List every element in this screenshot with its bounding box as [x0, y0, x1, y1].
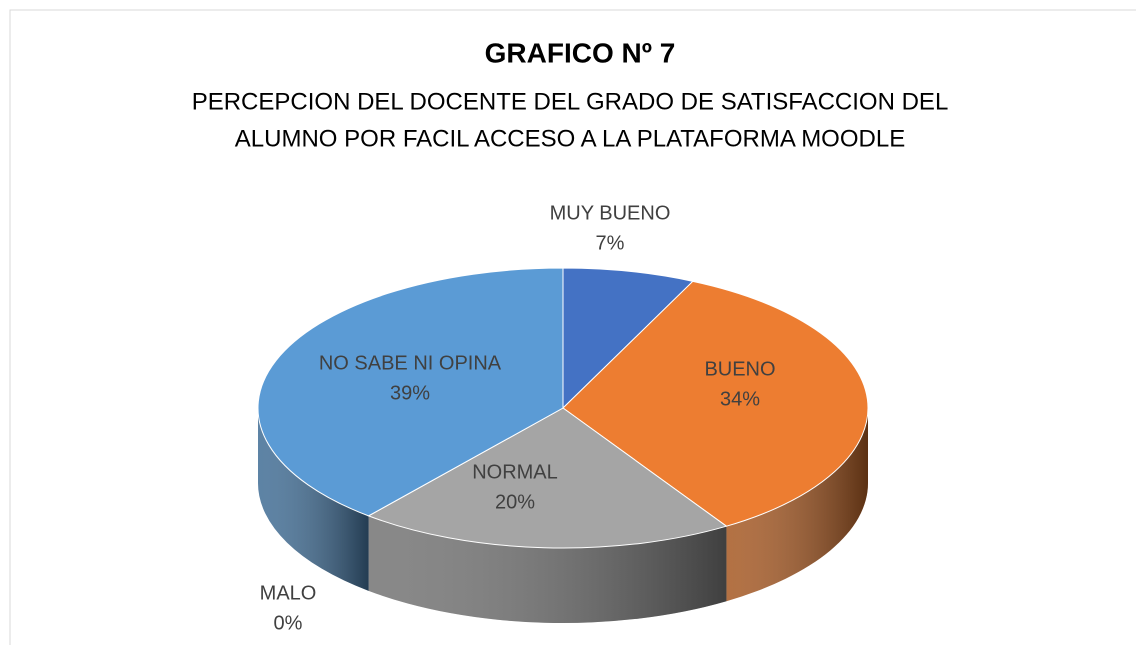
chart-subtitle: ALUMNO POR FACIL ACCESO A LA PLATAFORMA … [235, 125, 905, 152]
slice-value-label: 0% [274, 612, 303, 634]
chart-frame [9, 9, 1136, 645]
pie-slice [562, 267, 694, 410]
slice-label: NORMAL [472, 461, 558, 483]
slice-value-label: 7% [596, 232, 625, 254]
slice-label: MUY BUENO [550, 202, 671, 224]
slice-value-label: 39% [390, 382, 430, 404]
pie-slice [562, 280, 869, 527]
pie-slice-side-shade [368, 515, 727, 624]
slice-label: MALO [260, 582, 317, 604]
pie-slice-side-shade [258, 408, 369, 591]
chart-title: GRAFICO Nº 7 [485, 37, 676, 68]
pie-slice [367, 407, 728, 549]
chart-subtitle: PERCEPCION DEL DOCENTE DEL GRADO DE SATI… [192, 88, 949, 115]
slice-label: BUENO [704, 358, 775, 380]
pie-slice-side-shade [726, 408, 868, 602]
slice-value-label: 34% [720, 388, 760, 410]
pie-slice [257, 267, 564, 517]
slice-value-label: 20% [495, 491, 535, 513]
slice-label: NO SABE NI OPINA [319, 352, 502, 374]
